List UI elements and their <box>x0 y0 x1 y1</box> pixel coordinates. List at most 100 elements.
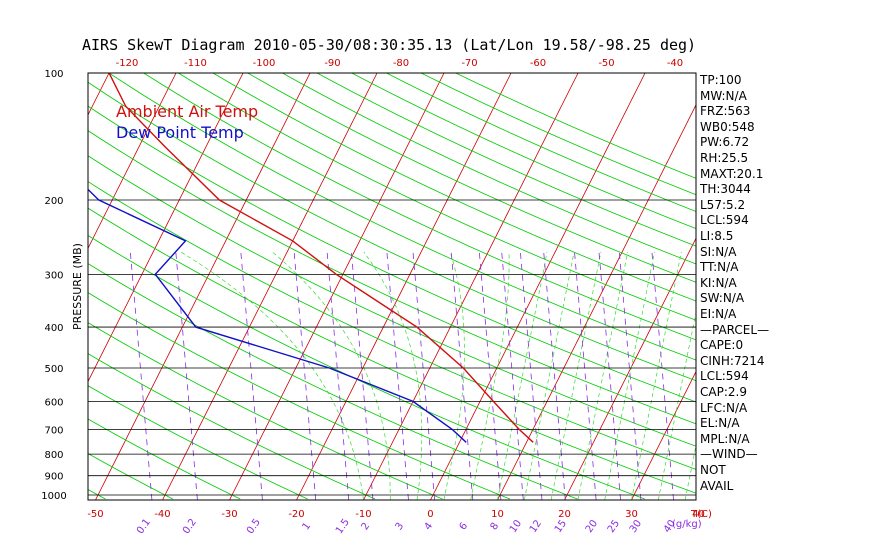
moist-adiabat <box>180 251 364 500</box>
mixing-ratio-tick: 2 <box>360 521 373 533</box>
bottom-temp-tick: 20 <box>558 509 571 520</box>
index-item: CAPE:0 <box>700 338 744 353</box>
top-temp-tick: -90 <box>324 58 340 69</box>
mixing-ratio-tick: 20 <box>584 518 600 535</box>
dry-adiabat <box>178 73 696 321</box>
mixing-ratio-tick: 8 <box>489 521 502 533</box>
bottom-temp-tick: 30 <box>625 509 638 520</box>
index-item: MPL:N/A <box>700 431 750 446</box>
moist-adiabat <box>363 251 423 500</box>
mixing-ratio-tick: 25 <box>606 518 622 535</box>
isotherm-line <box>363 73 579 500</box>
dry-adiabat <box>0 73 38 499</box>
pressure-tick-label: 500 <box>44 364 63 375</box>
index-item: LFC:N/A <box>700 400 748 415</box>
mixing-ratio-line <box>350 249 374 500</box>
pressure-tick-label: 400 <box>44 323 63 334</box>
moist-adiabat <box>550 251 602 500</box>
bottom-temp-tick: -30 <box>221 509 237 520</box>
index-item: KI:N/A <box>700 275 737 290</box>
isotherm-line <box>0 73 42 500</box>
mixing-ratio-line <box>573 249 597 500</box>
legend-temp: Ambient Air Temp <box>116 102 258 121</box>
dry-adiabat <box>247 73 696 283</box>
bottom-temp-tick: -40 <box>154 509 170 520</box>
dry-adiabat <box>88 155 696 447</box>
mixing-ratio-line <box>618 249 642 500</box>
index-item: —PARCEL— <box>700 322 770 337</box>
dry-adiabat <box>88 81 696 382</box>
moist-adiabat <box>684 443 696 500</box>
top-temp-tick: -110 <box>184 58 207 69</box>
index-item: WB0:548 <box>700 119 755 134</box>
mixing-ratio-tick: 1 <box>301 521 314 533</box>
dry-adiabat <box>88 130 696 425</box>
mixing-ratio-line <box>412 249 435 500</box>
dry-adiabat <box>282 73 696 265</box>
bottom-temp-tick: -50 <box>87 509 103 520</box>
mixing-ratio-tick: 0.2 <box>181 517 199 536</box>
dry-adiabat <box>88 385 308 500</box>
dry-adiabat <box>212 73 696 302</box>
mixing-ratio-tick: 15 <box>553 518 569 535</box>
index-item: EL:N/A <box>700 416 740 431</box>
dry-adiabat <box>386 73 696 212</box>
mixing-ratio-line <box>598 249 621 500</box>
pressure-tick-label: 1000 <box>41 491 66 502</box>
dry-adiabat <box>88 207 696 494</box>
index-item: —WIND— <box>700 447 758 462</box>
mixing-ratio-tick: 0.5 <box>245 517 263 536</box>
index-item: MAXT:20.1 <box>700 166 764 181</box>
mixing-ratio-line <box>386 249 409 500</box>
moist-adiabat <box>604 251 655 500</box>
pressure-tick-label: 200 <box>44 196 63 207</box>
mixing-ratio-line <box>519 249 543 500</box>
index-item: SI:N/A <box>700 244 737 259</box>
index-item: NOT <box>700 463 726 477</box>
index-item: TT:N/A <box>700 260 739 275</box>
top-temp-tick: -60 <box>530 58 546 69</box>
top-temp-tick: -50 <box>598 58 614 69</box>
dry-adiabat <box>88 418 241 500</box>
isotherm-line <box>430 73 646 500</box>
dry-adiabat <box>88 322 443 500</box>
index-item: FRZ:563 <box>700 104 751 119</box>
mixing-ratio-line <box>651 249 674 500</box>
index-item: TH:3044 <box>700 182 751 197</box>
dry-adiabat <box>108 73 696 361</box>
dry-adiabat <box>88 105 696 403</box>
bottom-temp-tick: -20 <box>288 509 304 520</box>
pressure-tick-label: 900 <box>44 472 63 483</box>
mixing-ratio-tick: 12 <box>528 518 544 535</box>
isotherm-line <box>497 104 696 500</box>
index-item: CAP:2.9 <box>700 385 747 399</box>
mixing-ratio-unit: (g/kg) <box>672 519 702 530</box>
dry-adiabat <box>88 235 645 500</box>
dry-adiabat <box>143 73 696 341</box>
mixing-ratio-line <box>129 249 153 500</box>
mixing-ratio-tick: 6 <box>458 521 471 533</box>
index-item: MW:N/A <box>700 88 747 103</box>
mixing-ratio-tick: 1.5 <box>334 517 352 536</box>
isotherm-line <box>832 73 870 500</box>
index-item: LCL:594 <box>700 369 749 384</box>
mixing-ratio-line <box>543 249 566 500</box>
dry-adiabat <box>420 73 696 196</box>
mixing-ratio-tick: 10 <box>508 518 524 535</box>
index-item: RH:25.5 <box>700 151 749 165</box>
top-temp-tick: -80 <box>393 58 409 69</box>
bottom-temp-tick: -10 <box>355 509 371 520</box>
index-item: AVAIL <box>700 478 734 493</box>
chart-title: AIRS SkewT Diagram 2010-05-30/08:30:35.1… <box>82 36 697 54</box>
legend-dew: Dew Point Temp <box>116 123 244 142</box>
pressure-tick-label: 800 <box>44 450 63 461</box>
bottom-temp-tick: 40 <box>692 509 705 520</box>
temp-unit-label: T(C) <box>690 509 712 520</box>
isotherm-line <box>296 73 512 500</box>
isotherm-line <box>564 237 696 500</box>
y-axis-label: PRESSURE (MB) <box>71 243 84 330</box>
mixing-ratio-line <box>478 249 502 500</box>
index-item: LCL:594 <box>700 213 749 228</box>
bottom-temp-tick: 10 <box>491 509 504 520</box>
